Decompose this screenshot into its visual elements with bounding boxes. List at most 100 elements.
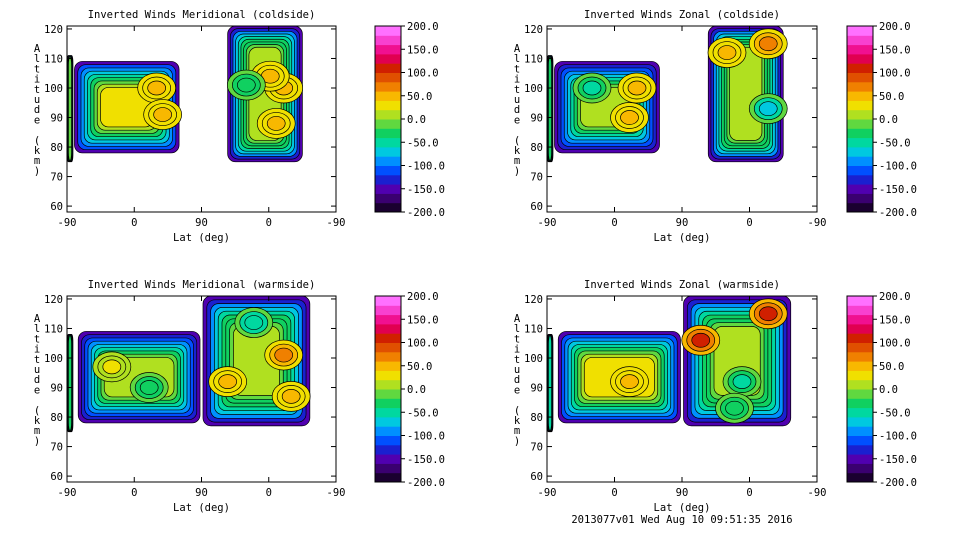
colorbar-tick-label: -200.0	[879, 477, 917, 489]
colorbar-swatch	[375, 323, 401, 334]
colorbar-tick-label: 50.0	[879, 91, 904, 103]
colorbar-tick-label: -50.0	[407, 137, 439, 149]
colorbar-swatch	[847, 305, 873, 316]
colorbar-tick-label: -50.0	[879, 407, 911, 419]
y-tick-label: 80	[530, 412, 543, 424]
panel-title: Inverted Winds Zonal (coldside)	[584, 9, 780, 21]
contour-panel-2: Inverted Winds Zonal (coldside) 60 70 80 90 1…	[514, 9, 917, 244]
colorbar-swatch	[375, 426, 401, 436]
contour-line	[139, 380, 159, 395]
contour-line	[620, 110, 639, 125]
colorbar-tick-label: -200.0	[407, 477, 445, 489]
colorbar: 200.0 150.0 100.0 50.0 0.0 -50.0 -100.0 -150.0 -…	[846, 291, 917, 489]
colorbar-swatch	[847, 184, 873, 194]
x-tick-label: -90	[538, 487, 557, 499]
colorbar-swatch	[375, 81, 401, 92]
colorbar-swatch	[375, 119, 401, 129]
panel-title: Inverted Winds Zonal (warmside)	[584, 279, 780, 291]
y-axis-label-char: t	[34, 354, 40, 366]
y-tick-label: 100	[524, 353, 543, 365]
x-tick-label: -90	[808, 217, 827, 229]
y-tick-label: 120	[524, 24, 543, 36]
colorbar-swatch	[375, 109, 401, 120]
contour-segment	[66, 334, 74, 433]
colorbar-swatch	[847, 156, 873, 166]
colorbar-tick-label: -100.0	[407, 161, 445, 173]
colorbar-tick-label: 150.0	[879, 314, 911, 326]
y-tick-label: 60	[50, 471, 63, 483]
y-axis-label-char: k	[514, 415, 521, 427]
colorbar-swatch	[847, 351, 873, 362]
colorbar-swatch	[375, 202, 401, 213]
colorbar-tick-label: -50.0	[407, 407, 439, 419]
y-tick-label: 120	[44, 294, 63, 306]
contour-line	[758, 306, 778, 322]
colorbar-tick-label: 200.0	[407, 21, 439, 33]
x-tick-label: 90	[676, 217, 689, 229]
colorbar-tick-label: -150.0	[879, 184, 917, 196]
y-axis-label-char: l	[514, 53, 520, 65]
contour-feature	[722, 366, 762, 397]
colorbar: 200.0 150.0 100.0 50.0 0.0 -50.0 -100.0 -150.0 -…	[374, 291, 445, 489]
colorbar-tick-label: -150.0	[407, 454, 445, 466]
x-tick-label: -90	[58, 217, 77, 229]
contour-feature	[610, 366, 649, 397]
x-tick-label: 90	[195, 487, 208, 499]
y-tick-label: 70	[530, 172, 543, 184]
contour-segment	[546, 55, 554, 163]
y-tick-label: 60	[530, 201, 543, 213]
x-tick-label: 0	[611, 487, 617, 499]
colorbar-tick-label: -100.0	[879, 431, 917, 443]
y-axis-label-char: e	[34, 384, 40, 396]
y-axis-label-char: )	[34, 165, 40, 177]
y-tick-label: 80	[50, 142, 63, 154]
colorbar-swatch	[375, 305, 401, 316]
y-tick-label: 90	[50, 383, 63, 395]
y-axis-label-char: i	[514, 344, 520, 356]
colorbar-swatch	[375, 193, 401, 204]
colorbar-swatch	[847, 91, 873, 101]
colorbar-swatch	[375, 146, 401, 157]
contour-feature	[748, 93, 788, 125]
colorbar-swatch	[847, 26, 873, 36]
contour-feature	[748, 298, 788, 330]
y-axis-label-char: t	[34, 84, 40, 96]
colorbar-swatch	[375, 342, 401, 353]
y-tick-label: 120	[44, 24, 63, 36]
y-tick-label: 90	[530, 383, 543, 395]
contour-line	[732, 374, 752, 389]
colorbar-swatch	[847, 398, 873, 409]
y-tick-label: 110	[44, 53, 63, 65]
colorbar-swatch	[375, 26, 401, 36]
colorbar-swatch	[847, 165, 873, 176]
colorbar-swatch	[375, 472, 401, 483]
colorbar-swatch	[847, 174, 873, 185]
colorbar-swatch	[847, 333, 873, 343]
colorbar-swatch	[847, 370, 873, 381]
colorbar-swatch	[847, 426, 873, 436]
y-tick-label: 70	[50, 172, 63, 184]
y-axis-label-char: t	[514, 354, 520, 366]
y-axis-label-char: t	[514, 84, 520, 96]
colorbar-swatch	[375, 184, 401, 194]
colorbar: 200.0 150.0 100.0 50.0 0.0 -50.0 -100.0 -150.0 -…	[846, 21, 917, 219]
colorbar-swatch	[375, 463, 401, 474]
y-axis-label-char: l	[34, 323, 40, 335]
colorbar-swatch	[375, 389, 401, 399]
colorbar-tick-label: -100.0	[407, 431, 445, 443]
y-axis-label-char: u	[34, 364, 40, 376]
x-tick-label: 0	[266, 487, 272, 499]
y-axis-label-char: t	[34, 63, 40, 75]
colorbar-swatch	[847, 202, 873, 213]
colorbar-tick-label: -150.0	[879, 454, 917, 466]
x-tick-label: -90	[538, 217, 557, 229]
y-axis-label-char: t	[514, 333, 520, 345]
contour-feature	[226, 69, 266, 101]
colorbar-swatch	[847, 435, 873, 446]
x-axis-label: Lat (deg)	[654, 232, 711, 244]
x-tick-label: 0	[131, 487, 137, 499]
x-tick-label: 0	[131, 217, 137, 229]
colorbar-tick-label: 0.0	[407, 114, 426, 126]
